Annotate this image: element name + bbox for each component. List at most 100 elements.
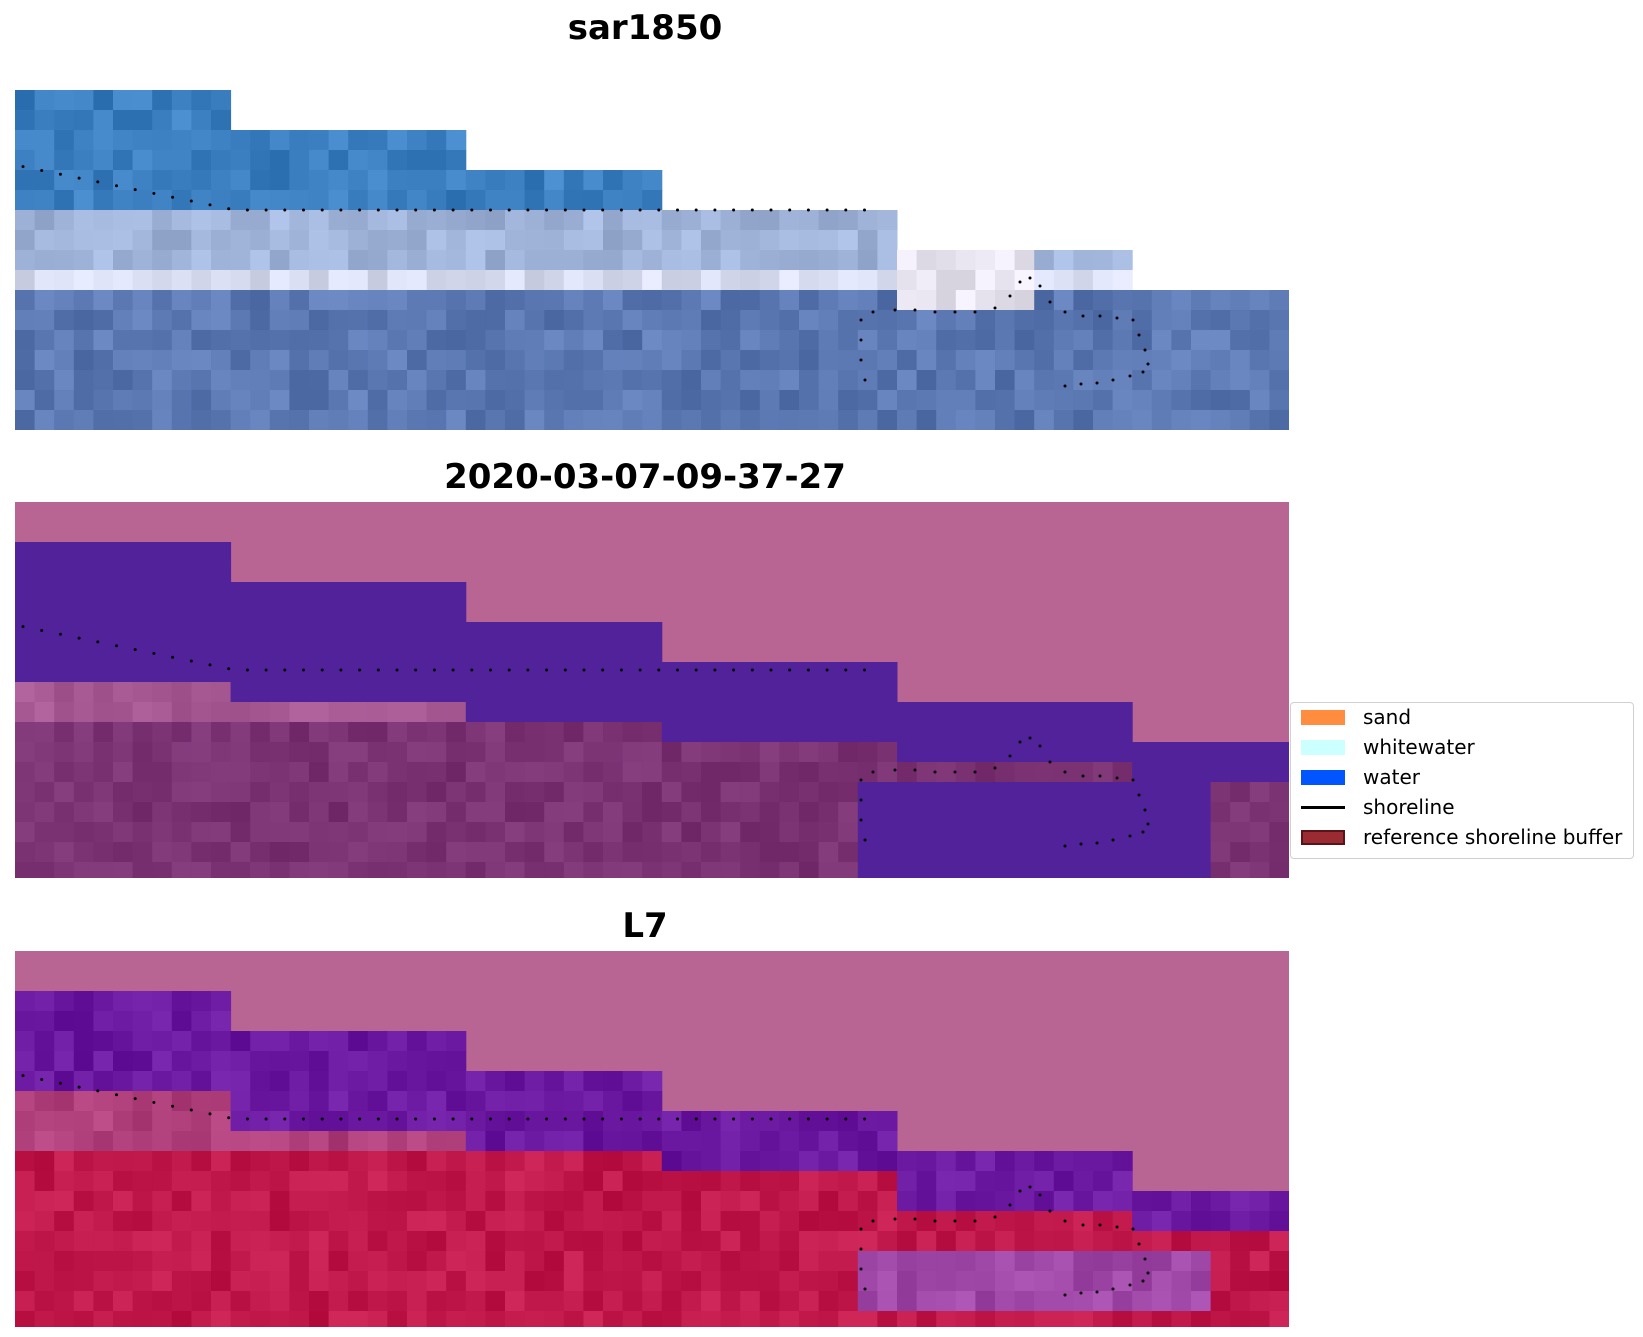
- pixel: [877, 1191, 898, 1212]
- pixel: [348, 230, 369, 251]
- pixel: [171, 862, 192, 878]
- pixel: [269, 862, 290, 878]
- pixel: [642, 1191, 663, 1212]
- pixel: [740, 270, 761, 291]
- pixel: [857, 1231, 878, 1252]
- pixel: [975, 330, 996, 351]
- shoreline-dot: [171, 1104, 175, 1108]
- pixel: [367, 602, 388, 623]
- pixel: [838, 310, 859, 331]
- pixel: [563, 1151, 584, 1172]
- pixel: [877, 662, 898, 683]
- pixel: [1269, 1191, 1289, 1212]
- pixel: [191, 330, 212, 351]
- pixel: [485, 1311, 506, 1327]
- pixel: [1191, 1211, 1212, 1232]
- pixel: [897, 1211, 918, 1232]
- pixel: [995, 842, 1016, 863]
- pixel: [132, 991, 153, 1012]
- shoreline-dot: [1146, 362, 1150, 366]
- pixel: [113, 250, 134, 271]
- pixel: [563, 1171, 584, 1192]
- pixel: [132, 230, 153, 251]
- pixel: [799, 1191, 820, 1212]
- shoreline-dot: [470, 1117, 474, 1121]
- pixel: [132, 410, 153, 430]
- shoreline-dot: [732, 668, 736, 672]
- shoreline-dot: [58, 172, 62, 176]
- pixel: [93, 1011, 114, 1032]
- pixel: [642, 330, 663, 351]
- pixel: [230, 1211, 251, 1232]
- pixel: [838, 1171, 859, 1192]
- pixel: [132, 802, 153, 823]
- shoreline-dot: [320, 208, 324, 212]
- pixel: [955, 742, 976, 763]
- pixel: [681, 1211, 702, 1232]
- pixel: [230, 1251, 251, 1272]
- pixel: [661, 290, 682, 311]
- pixel: [54, 782, 75, 803]
- pixel: [1112, 1171, 1133, 1192]
- pixel: [387, 1111, 408, 1132]
- shoreline-dot: [638, 1117, 642, 1121]
- pixel: [328, 150, 349, 171]
- shoreline-dot: [601, 1117, 605, 1121]
- pixel: [73, 350, 94, 371]
- pixel: [1034, 410, 1055, 430]
- pixel: [73, 702, 94, 723]
- pixel: [1249, 290, 1270, 311]
- pixel: [1014, 270, 1035, 291]
- pixel: [446, 1211, 467, 1232]
- pixel: [799, 862, 820, 878]
- pixel: [505, 622, 526, 643]
- pixel: [1230, 802, 1251, 823]
- pixel: [1269, 1311, 1289, 1327]
- pixel: [34, 90, 55, 111]
- pixel: [93, 1211, 114, 1232]
- pixel: [93, 1131, 114, 1152]
- pixel: [367, 170, 388, 191]
- pixel: [818, 1211, 839, 1232]
- pixel: [1191, 1191, 1212, 1212]
- pixel: [191, 150, 212, 171]
- pixel: [701, 1191, 722, 1212]
- pixel: [54, 1011, 75, 1032]
- pixel: [289, 210, 310, 231]
- pixel: [1053, 1151, 1074, 1172]
- pixel: [465, 410, 486, 430]
- pixel: [1171, 1191, 1192, 1212]
- pixel: [230, 602, 251, 623]
- pixel: [113, 1171, 134, 1192]
- pixel: [289, 702, 310, 723]
- pixel: [1034, 1211, 1055, 1232]
- pixel: [171, 682, 192, 703]
- pixel: [1151, 410, 1172, 430]
- pixel: [328, 370, 349, 391]
- pixel: [583, 1311, 604, 1327]
- pixel: [622, 1131, 643, 1152]
- pixel: [740, 1271, 761, 1292]
- pixel: [407, 622, 428, 643]
- pixel: [113, 1111, 134, 1132]
- pixel: [838, 370, 859, 391]
- pixel: [387, 602, 408, 623]
- pixel: [622, 1291, 643, 1312]
- shoreline-dot: [973, 1219, 977, 1223]
- pixel: [1269, 390, 1289, 411]
- pixel: [171, 130, 192, 151]
- pixel: [1034, 310, 1055, 331]
- pixel: [661, 702, 682, 723]
- pixel: [857, 802, 878, 823]
- pixel: [720, 762, 741, 783]
- pixel: [34, 842, 55, 863]
- pixel: [1210, 762, 1231, 783]
- shoreline-dot: [339, 668, 343, 672]
- pixel: [152, 802, 173, 823]
- pixel: [603, 1251, 624, 1272]
- pixel: [407, 350, 428, 371]
- pixel: [1034, 250, 1055, 271]
- pixel: [818, 1271, 839, 1292]
- shoreline-dot: [1143, 348, 1147, 352]
- pixel: [191, 562, 212, 583]
